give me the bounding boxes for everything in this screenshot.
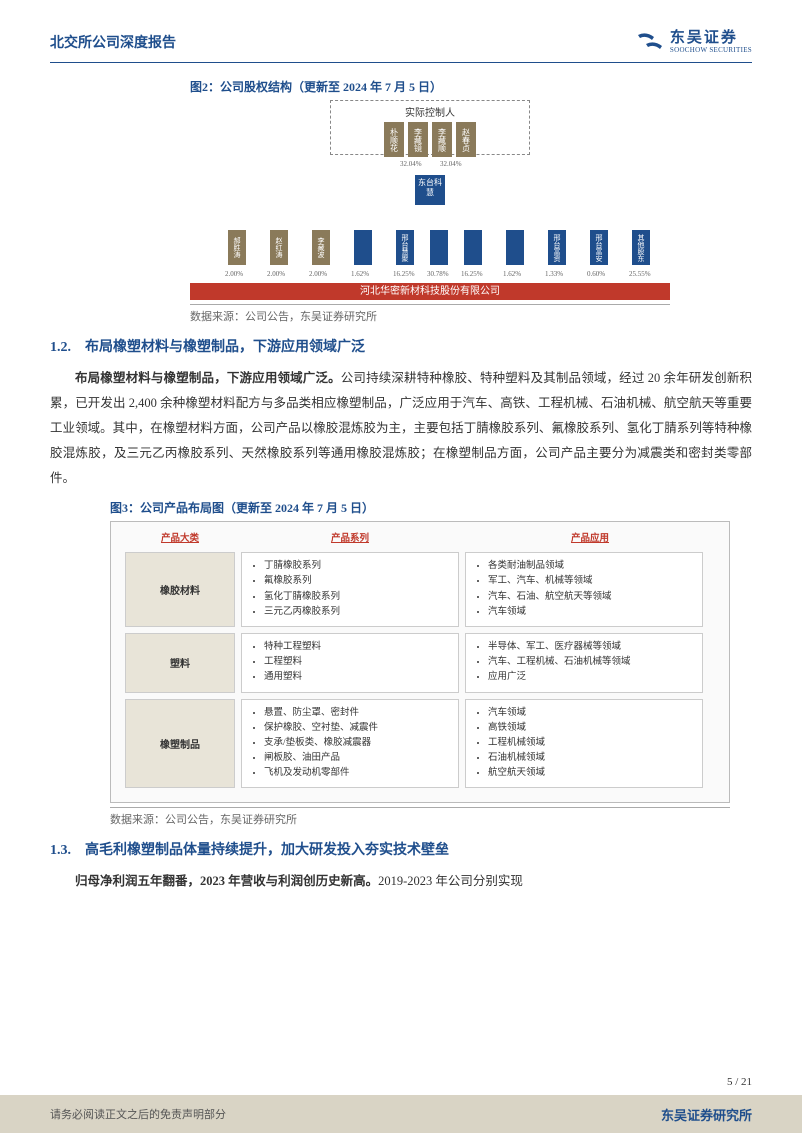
table-header: 产品大类 产品系列 产品应用 (125, 530, 715, 544)
person: 李藏顺 (432, 122, 452, 157)
pct-label: 32.04% (440, 160, 462, 168)
shareholder-box (464, 230, 482, 265)
pct-label: 30.78% (427, 270, 449, 278)
list-item: 支承/垫板类、橡胶减震器 (264, 736, 448, 751)
list-item: 高铁领域 (488, 721, 692, 736)
list-item: 工程塑料 (264, 655, 448, 670)
list-item: 汽车领域 (488, 706, 692, 721)
pct-label: 16.25% (461, 270, 483, 278)
figure3-source: 数据来源：公司公告，东吴证券研究所 (110, 807, 730, 827)
list-item: 各类耐油制品领域 (488, 559, 692, 574)
logo-text-en: SOOCHOW SECURITIES (670, 47, 752, 55)
section-1-2-para: 布局橡塑材料与橡塑制品，下游应用领域广泛。公司持续深耕特种橡胶、特种塑料及其制品… (50, 366, 752, 491)
shareholder-box: 郝胜涛 (228, 230, 246, 265)
list-item: 氢化丁腈橡胶系列 (264, 590, 448, 605)
pct-label: 0.60% (587, 270, 605, 278)
series-cell: 丁腈橡胶系列氟橡胶系列氢化丁腈橡胶系列三元乙丙橡胶系列 (241, 552, 459, 627)
pct-label: 16.25% (393, 270, 415, 278)
pct-label: 1.62% (351, 270, 369, 278)
category-cell: 橡塑制品 (125, 699, 235, 789)
table-row: 塑料特种工程塑料工程塑料通用塑料半导体、军工、医疗器械等领域汽车、工程机械、石油… (125, 633, 715, 693)
shareholder-box: 赵红涛 (270, 230, 288, 265)
pct-label: 2.00% (225, 270, 243, 278)
figure3-table: 产品大类 产品系列 产品应用 橡胶材料丁腈橡胶系列氟橡胶系列氢化丁腈橡胶系列三元… (110, 521, 730, 803)
pct-label: 32.04% (400, 160, 422, 168)
list-item: 飞机及发动机零部件 (264, 766, 448, 781)
page-header: 北交所公司深度报告 东吴证券 SOOCHOW SECURITIES (50, 30, 752, 63)
list-item: 汽车领域 (488, 605, 692, 620)
list-item: 汽车、工程机械、石油机械等领域 (488, 655, 692, 670)
series-cell: 特种工程塑料工程塑料通用塑料 (241, 633, 459, 693)
list-item: 军工、汽车、机械等领域 (488, 574, 692, 589)
para-text: 2019-2023 年公司分别实现 (378, 874, 523, 888)
shareholder-box: 其他股东 (632, 230, 650, 265)
list-item: 通用塑料 (264, 670, 448, 685)
figure2-caption: 图2：公司股权结构（更新至 2024 年 7 月 5 日） (190, 78, 752, 95)
list-item: 石油机械领域 (488, 751, 692, 766)
footer-institute: 东吴证券研究所 (661, 1105, 752, 1124)
list-item: 悬置、防尘罩、密封件 (264, 706, 448, 721)
controller-box: 实际控制人 朴顺花 李藏镜 李藏顺 赵春贞 (330, 100, 530, 155)
apps-cell: 汽车领域高铁领域工程机械领域石油机械领域航空航天领域 (465, 699, 703, 789)
controller-label: 实际控制人 (331, 104, 529, 119)
category-cell: 塑料 (125, 633, 235, 693)
list-item: 保护橡胶、空衬垫、减震件 (264, 721, 448, 736)
mid-entity: 东台科慧 (415, 175, 445, 205)
company-bar: 河北华密新材科技股份有限公司 (190, 283, 670, 300)
col-header: 产品系列 (235, 530, 465, 544)
apps-cell: 半导体、军工、医疗器械等领域汽车、工程机械、石油机械等领域应用广泛 (465, 633, 703, 693)
shareholder-box (354, 230, 372, 265)
table-row: 橡胶材料丁腈橡胶系列氟橡胶系列氢化丁腈橡胶系列三元乙丙橡胶系列各类耐油制品领域军… (125, 552, 715, 627)
logo-text-cn: 东吴证券 (670, 30, 752, 47)
list-item: 三元乙丙橡胶系列 (264, 605, 448, 620)
col-header: 产品大类 (125, 530, 235, 544)
shareholder-box (506, 230, 524, 265)
list-item: 航空航天领域 (488, 766, 692, 781)
para-bold: 归母净利润五年翻番，2023 年营收与利润创历史新高。 (75, 874, 378, 888)
para-text: 公司持续深耕特种橡胶、特种塑料及其制品领域，经过 20 余年研发创新积累，已开发… (50, 371, 752, 485)
shareholder-box (430, 230, 448, 265)
figure2-source: 数据来源：公司公告，东吴证券研究所 (190, 304, 670, 324)
list-item: 特种工程塑料 (264, 640, 448, 655)
company-logo: 东吴证券 SOOCHOW SECURITIES (636, 30, 752, 54)
list-item: 半导体、军工、医疗器械等领域 (488, 640, 692, 655)
figure3-caption: 图3：公司产品布局图（更新至 2024 年 7 月 5 日） (110, 499, 752, 516)
report-title: 北交所公司深度报告 (50, 32, 176, 52)
pct-label: 25.55% (629, 270, 651, 278)
shareholder-box: 邢台富资 (548, 230, 566, 265)
list-item: 应用广泛 (488, 670, 692, 685)
section-1-3-para: 归母净利润五年翻番，2023 年营收与利润创历史新高。2019-2023 年公司… (50, 869, 752, 894)
controller-persons: 朴顺花 李藏镜 李藏顺 赵春贞 (331, 122, 529, 157)
shareholder-box: 邢台慧聚 (396, 230, 414, 265)
person: 赵春贞 (456, 122, 476, 157)
list-item: 闸板胶、油田产品 (264, 751, 448, 766)
section-1-3-title: 1.3. 高毛利橡塑制品体量持续提升，加大研发投入夯实技术壁垒 (50, 839, 752, 859)
apps-cell: 各类耐油制品领域军工、汽车、机械等领域汽车、石油、航空航天等领域汽车领域 (465, 552, 703, 627)
shareholder-box: 邢台富安 (590, 230, 608, 265)
table-row: 橡塑制品悬置、防尘罩、密封件保护橡胶、空衬垫、减震件支承/垫板类、橡胶减震器闸板… (125, 699, 715, 789)
para-bold: 布局橡塑材料与橡塑制品，下游应用领域广泛。 (75, 371, 341, 385)
page-footer: 请务必阅读正文之后的免责声明部分 东吴证券研究所 (0, 1095, 802, 1133)
table-body: 橡胶材料丁腈橡胶系列氟橡胶系列氢化丁腈橡胶系列三元乙丙橡胶系列各类耐油制品领域军… (125, 552, 715, 788)
logo-icon (636, 31, 664, 53)
pct-label: 1.33% (545, 270, 563, 278)
list-item: 工程机械领域 (488, 736, 692, 751)
list-item: 丁腈橡胶系列 (264, 559, 448, 574)
page-number: 5 / 21 (727, 1076, 752, 1088)
shareholder-box: 李藏波 (312, 230, 330, 265)
list-item: 汽车、石油、航空航天等领域 (488, 590, 692, 605)
person: 朴顺花 (384, 122, 404, 157)
series-cell: 悬置、防尘罩、密封件保护橡胶、空衬垫、减震件支承/垫板类、橡胶减震器闸板胶、油田… (241, 699, 459, 789)
pct-label: 1.62% (503, 270, 521, 278)
list-item: 氟橡胶系列 (264, 574, 448, 589)
person: 李藏镜 (408, 122, 428, 157)
category-cell: 橡胶材料 (125, 552, 235, 627)
figure2-orgchart: 实际控制人 朴顺花 李藏镜 李藏顺 赵春贞 32.04% 32.04% 东台科慧… (190, 100, 670, 300)
footer-disclaimer: 请务必阅读正文之后的免责声明部分 (50, 1106, 226, 1122)
pct-label: 2.00% (309, 270, 327, 278)
col-header: 产品应用 (465, 530, 715, 544)
section-1-2-title: 1.2. 布局橡塑材料与橡塑制品，下游应用领域广泛 (50, 336, 752, 356)
pct-label: 2.00% (267, 270, 285, 278)
